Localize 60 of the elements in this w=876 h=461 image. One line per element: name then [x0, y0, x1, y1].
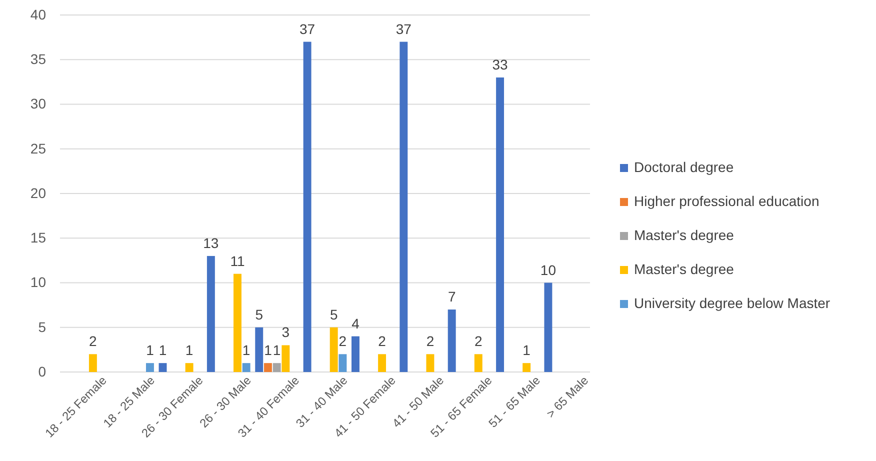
y-tick-label: 35: [30, 51, 46, 68]
bar: [88, 354, 97, 372]
bar: [330, 327, 338, 372]
y-tick-label: 20: [30, 184, 46, 201]
y-tick-label: 10: [30, 274, 46, 290]
data-label: 13: [203, 234, 219, 251]
legend-label: University degree below Master: [634, 295, 830, 311]
bar: [378, 354, 386, 372]
bar: [338, 354, 347, 372]
bar: [448, 310, 456, 372]
data-label: 1: [264, 342, 272, 358]
data-label: 5: [330, 306, 338, 322]
legend-label: Master's degree: [634, 261, 734, 277]
data-label: 1: [242, 342, 250, 358]
data-label: 1: [522, 342, 531, 358]
bar: [474, 354, 482, 372]
data-label: 2: [426, 333, 434, 350]
bar: [234, 274, 242, 372]
bar: [496, 77, 504, 372]
data-label: 2: [378, 333, 386, 350]
bar: [426, 354, 434, 372]
data-label: 5: [255, 306, 264, 322]
data-label: 3: [282, 324, 290, 340]
bar: [255, 327, 264, 372]
bar: [400, 42, 408, 372]
data-label: 33: [492, 56, 508, 72]
y-tick-label: 30: [30, 96, 46, 112]
legend-label: Higher professional education: [634, 193, 820, 209]
bar: [242, 363, 250, 372]
data-label: 11: [230, 252, 245, 269]
bar: [522, 363, 531, 372]
data-label: 2: [338, 333, 347, 350]
bar: [185, 363, 194, 372]
data-label: 1: [158, 342, 167, 358]
bar: [206, 256, 215, 372]
bar: [352, 336, 360, 372]
data-label: 2: [89, 333, 98, 350]
data-label: 1: [185, 342, 194, 358]
bar: [282, 345, 290, 372]
bar: [264, 363, 272, 372]
data-label: 1: [272, 342, 281, 358]
bar: [146, 363, 154, 372]
y-tick-label: 25: [30, 140, 46, 156]
data-label: 37: [396, 20, 412, 37]
data-label: 10: [540, 262, 556, 278]
data-label: 4: [352, 315, 360, 332]
bar: [158, 363, 167, 372]
data-label: 7: [448, 288, 456, 305]
y-tick-label: 0: [38, 363, 46, 380]
bar: [272, 363, 281, 372]
data-label: 2: [474, 333, 482, 350]
bar: [303, 42, 312, 372]
data-label: 1: [146, 342, 154, 358]
y-tick-label: 5: [38, 318, 46, 335]
data-label: 37: [300, 20, 316, 37]
legend-label: Doctoral degree: [634, 159, 734, 175]
bar: [544, 282, 552, 372]
legend-label: Master's degree: [634, 227, 734, 243]
y-tick-label: 15: [30, 230, 46, 246]
y-tick-label: 40: [30, 6, 46, 22]
